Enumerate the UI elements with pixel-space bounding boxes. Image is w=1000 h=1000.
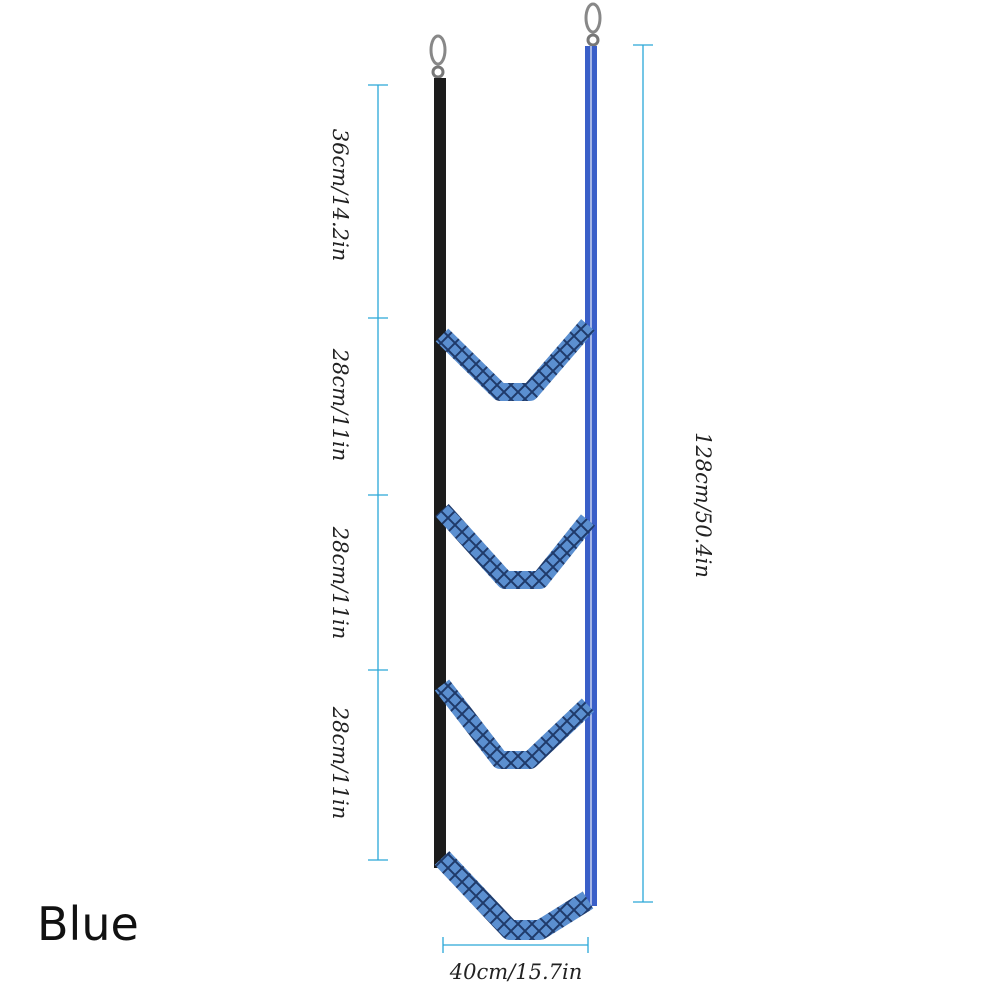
rung-4 <box>434 851 594 940</box>
step-spacing-1: 28cm/11in <box>328 348 352 462</box>
width-label: 40cm/15.7in <box>449 960 583 984</box>
left-strap <box>434 78 446 868</box>
carabiner-hook-right <box>584 2 602 47</box>
rung-2 <box>435 503 596 589</box>
dimension-lines <box>368 44 653 953</box>
total-length: 128cm/50.4in <box>691 432 715 578</box>
step-spacing-3: 28cm/11in <box>328 706 352 820</box>
rung-1 <box>435 319 595 401</box>
rung-3 <box>434 679 595 769</box>
carabiner-hook-left <box>429 34 447 79</box>
top-section-length: 36cm/14.2in <box>328 128 352 262</box>
step-spacing-2: 28cm/11in <box>328 526 352 640</box>
color-name: Blue <box>37 897 139 951</box>
